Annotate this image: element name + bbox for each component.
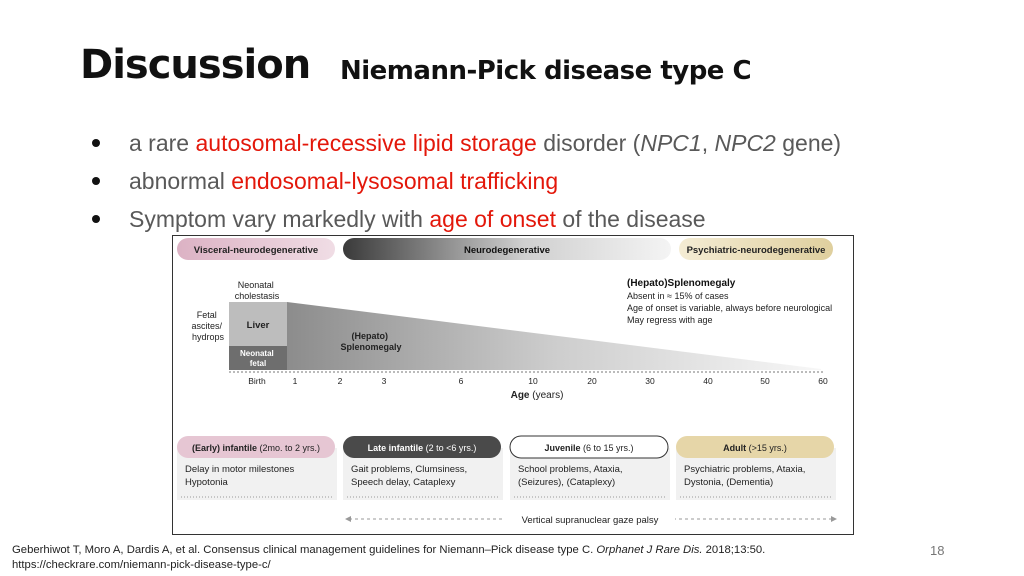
gaze-arrow-right-icon (831, 516, 837, 522)
fetal-label: Fetal ascites/ hydrops (191, 310, 224, 342)
stage-pill (676, 436, 834, 458)
axis-tick-label: 30 (645, 376, 655, 386)
bullet-dot-icon (92, 139, 100, 147)
liver-block (229, 302, 287, 346)
axis-tick-label: 60 (818, 376, 828, 386)
visceral-pill (177, 238, 335, 260)
axis-tick-label: 1 (293, 376, 298, 386)
stage-title: Adult (>15 yrs.) (723, 443, 787, 453)
splenomegaly-wedge (287, 302, 821, 370)
axis-birth-label: Birth (248, 376, 266, 386)
stage-title: Juvenile (6 to 15 yrs.) (544, 443, 633, 453)
stage-symptom: School problems, Ataxia, (518, 464, 623, 475)
gaze-palsy-label: Vertical supranuclear gaze palsy (522, 515, 659, 526)
stage-symptom: (Seizures), (Cataplexy) (518, 477, 615, 488)
visceral-label: Visceral-neurodegenerative (194, 245, 318, 256)
hepato-box-title: (Hepato)Splenomegaly (627, 278, 736, 289)
axis-tick-label: 6 (459, 376, 464, 386)
reference-footer: Geberhiwot T, Moro A, Dardis A, et al. C… (12, 543, 765, 573)
stage-cards: (Early) infantile (2mo. to 2 yrs.) Delay … (177, 435, 836, 500)
stage-symptom: Gait problems, Clumsiness, (351, 464, 467, 475)
stage-title: (Early) infantile (2mo. to 2 yrs.) (192, 443, 320, 453)
bullet-item: Symptom vary markedly with age of onset … (88, 200, 841, 238)
axis-tick-label: 40 (703, 376, 713, 386)
figure-svg: Visceral-neurodegenerative Neurodegenera… (177, 238, 837, 526)
axis-ticks: 1 2 3 6 10 20 30 40 50 60 (293, 376, 828, 386)
bullet-text: disorder ( (536, 130, 641, 156)
neurodegenerative-label: Neurodegenerative (464, 245, 550, 256)
neurodegenerative-pill (343, 238, 671, 260)
liver-label: Liver (247, 320, 270, 331)
gaze-label-bg (505, 512, 675, 526)
bullet-text: , (701, 130, 715, 156)
axis-tick-label: 10 (528, 376, 538, 386)
reference-journal: Orphanet J Rare Dis. (596, 544, 703, 556)
bullet-text: endosomal-lysosomal trafficking (231, 168, 559, 194)
hepato-box-lines: Absent in ≈ 15% of cases Age of onset is… (627, 291, 835, 325)
gaze-arrow-left-icon (345, 516, 351, 522)
page-number: 18 (930, 543, 945, 558)
axis-tick-label: 3 (382, 376, 387, 386)
stage-symptom: Psychiatric problems, Ataxia, (684, 464, 805, 475)
axis-title: Age (years) (511, 390, 564, 401)
stage-title: Late infantile (2 to <6 yrs.) (368, 443, 477, 453)
bullet-text: gene) (775, 130, 842, 156)
bullet-text: age of onset (429, 206, 556, 232)
reference-year: 2018;13:50. (702, 544, 766, 556)
neonatal-cholestasis-label: Neonatal cholestasis (235, 280, 280, 301)
bullet-item: abnormal endosomal-lysosomal trafficking (88, 162, 841, 200)
reference-text: Geberhiwot T, Moro A, Dardis A, et al. C… (12, 544, 597, 556)
hepato-splenomegaly-label: (Hepato) Splenomegaly (340, 331, 401, 352)
bullet-text: NPC2 (714, 130, 776, 156)
stage-symptom: Delay in motor milestones (185, 464, 295, 475)
reference-url[interactable]: https://checkrare.com/niemann-pick-disea… (12, 559, 271, 571)
bullet-text: of the disease (555, 206, 706, 232)
slide-title: Discussion (80, 42, 311, 88)
stage-pill (177, 436, 335, 458)
stage-pill (343, 436, 501, 458)
stage-pill (509, 435, 669, 459)
bullet-dot-icon (92, 215, 100, 223)
stage-symptom: Dystonia, (Dementia) (684, 477, 773, 488)
bullet-list: a rare autosomal-recessive lipid storage… (88, 124, 841, 238)
axis-tick-label: 2 (338, 376, 343, 386)
axis-tick-label: 50 (760, 376, 770, 386)
psychiatric-pill (679, 238, 833, 260)
npc-clinical-figure: Visceral-neurodegenerative Neurodegenera… (172, 235, 854, 535)
bullet-text: autosomal-recessive lipid storage (195, 130, 537, 156)
neonatal-fetal-label: Neonatal fetal (240, 349, 276, 368)
slide-subtitle: Niemann-Pick disease type C (340, 56, 752, 86)
psychiatric-label: Psychiatric-neurodegenerative (687, 245, 826, 256)
stage-symptom: Speech delay, Cataplexy (351, 477, 456, 488)
bullet-text: a rare (129, 130, 196, 156)
bullet-text: Symptom vary markedly with (129, 206, 430, 232)
axis-tick-label: 20 (587, 376, 597, 386)
stage-symptom: Hypotonia (185, 477, 228, 488)
neonatal-fetal-block (229, 346, 287, 370)
bullet-text: abnormal (129, 168, 232, 194)
bullet-dot-icon (92, 177, 100, 185)
bullet-text: NPC1 (640, 130, 702, 156)
bullet-item: a rare autosomal-recessive lipid storage… (88, 124, 841, 162)
